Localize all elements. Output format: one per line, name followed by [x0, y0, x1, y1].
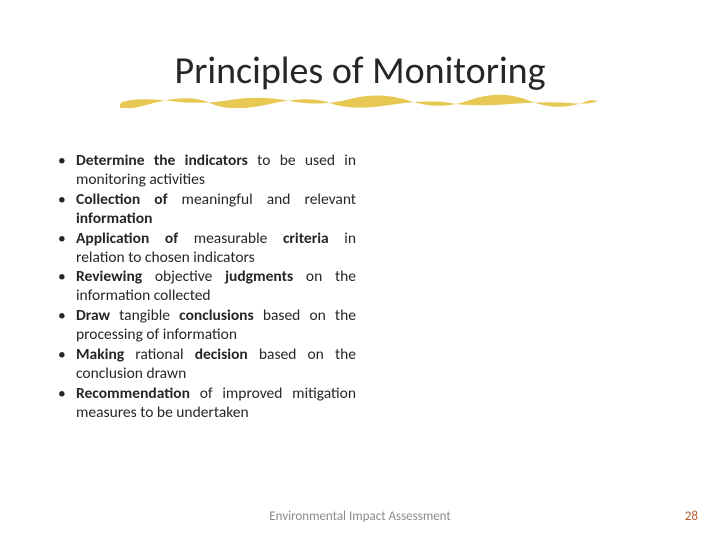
list-item: •Draw tangible conclusions based on the … — [56, 307, 356, 345]
bullet-text: Making rational decision based on the co… — [76, 346, 356, 384]
slide-title: Principles of Monitoring — [174, 48, 545, 94]
list-item: •Determine the indicators to be used in … — [56, 152, 356, 190]
list-item: •Making rational decision based on the c… — [56, 346, 356, 384]
bullet-marker: • — [56, 307, 76, 326]
bullet-text: Collection of meaningful and relevant in… — [76, 191, 356, 229]
bullet-text: Draw tangible conclusions based on the p… — [76, 307, 356, 345]
list-item: •Reviewing objective judgments on the in… — [56, 268, 356, 306]
bullet-marker: • — [56, 385, 76, 404]
slide-title-wrap: Principles of Monitoring — [0, 48, 720, 94]
bullet-list: •Determine the indicators to be used in … — [56, 152, 356, 424]
title-underline — [120, 92, 600, 108]
list-item: •Collection of meaningful and relevant i… — [56, 191, 356, 229]
bullet-marker: • — [56, 346, 76, 365]
bullet-marker: • — [56, 268, 76, 287]
bullet-marker: • — [56, 230, 76, 249]
list-item: •Application of measurable criteria in r… — [56, 230, 356, 268]
bullet-text: Reviewing objective judgments on the inf… — [76, 268, 356, 306]
bullet-text: Determine the indicators to be used in m… — [76, 152, 356, 190]
footer-page-number: 28 — [685, 509, 698, 524]
bullet-text: Recommendation of improved mitigation me… — [76, 385, 356, 423]
list-item: •Recommendation of improved mitigation m… — [56, 385, 356, 423]
bullet-text: Application of measurable criteria in re… — [76, 230, 356, 268]
footer-center-text: Environmental Impact Assessment — [0, 509, 720, 524]
bullet-marker: • — [56, 152, 76, 171]
bullet-marker: • — [56, 191, 76, 210]
